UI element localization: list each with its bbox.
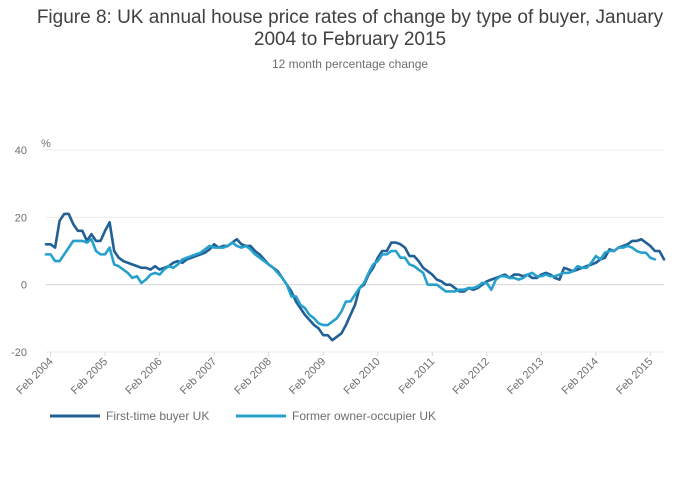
x-tick-label: Feb 2012 [451, 356, 492, 397]
series-line-former-owner-occupier [44, 237, 657, 327]
legend-label: First-time buyer UK [106, 409, 209, 423]
y-axis-label: % [41, 138, 51, 150]
x-tick-label: Feb 2007 [178, 356, 219, 397]
x-axis-ticks: Feb 2004 Feb 2005 Feb 2006 Feb 2007 Feb 2008… [14, 352, 655, 397]
x-tick-label: Feb 2005 [69, 356, 110, 397]
x-tick-label: Feb 2010 [341, 356, 382, 397]
x-tick-label: Feb 2013 [505, 356, 546, 397]
x-tick-label: Feb 2015 [614, 356, 655, 397]
legend: First-time buyer UK Former owner-occupier… [50, 409, 436, 423]
y-tick-label: -20 [11, 347, 27, 359]
legend-label: Former owner-occupier UK [292, 409, 436, 423]
y-tick-label: 40 [15, 145, 27, 157]
x-tick-label: Feb 2009 [287, 356, 328, 397]
x-tick-label: Feb 2011 [397, 356, 438, 397]
x-tick-label: Feb 2008 [232, 356, 273, 397]
x-tick-label: Feb 2006 [123, 356, 164, 397]
x-tick-label: Feb 2004 [14, 356, 55, 397]
series-line-first-time-buyer [44, 212, 666, 342]
chart-subtitle: 12 month percentage change [271, 57, 429, 71]
series-lines [44, 212, 666, 342]
y-tick-label: 0 [21, 280, 27, 292]
gridlines [46, 149, 664, 353]
chart-title: Figure 8: UK annual house price rates of… [36, 7, 664, 50]
y-axis-ticks: -20 0 20 40 [11, 145, 27, 359]
x-tick-label: Feb 2014 [560, 356, 601, 397]
y-tick-label: 20 [15, 212, 27, 224]
